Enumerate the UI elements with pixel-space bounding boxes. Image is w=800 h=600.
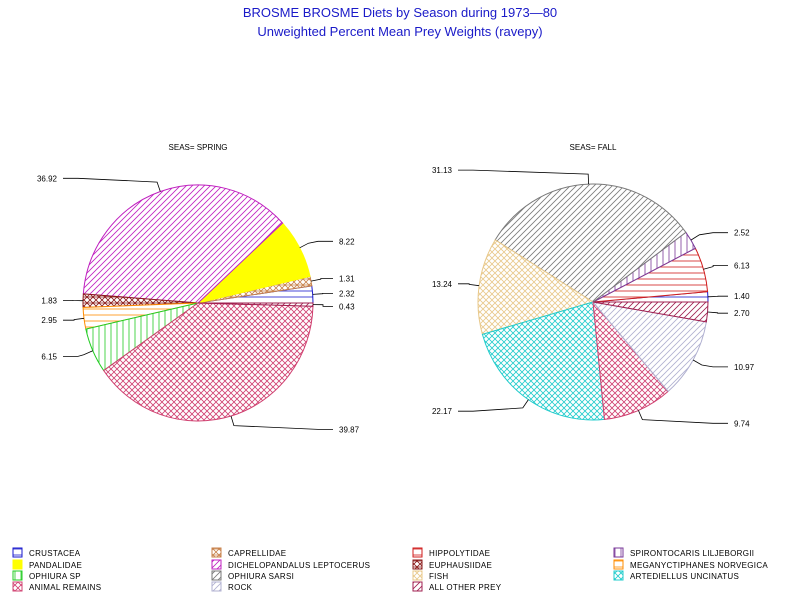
pie-slice-all-other-prey <box>197 302 314 307</box>
callout-line <box>310 278 333 282</box>
pie-slice-animal-remains <box>103 302 314 422</box>
chart-subtitle: Unweighted Percent Mean Prey Weights (ra… <box>257 24 542 39</box>
slice-value-label: 6.13 <box>734 261 750 270</box>
pie-panel-label: SEAS= SPRING <box>169 143 228 152</box>
legend-swatch <box>12 570 23 581</box>
legend-item-pandalidae: PANDALIDAE <box>12 559 82 570</box>
callout-line <box>707 311 728 314</box>
legend-label: OPHIURA SP <box>29 572 81 581</box>
legend-item-all-other-prey: ALL OTHER PREY <box>412 581 502 592</box>
chart-title: BROSME BROSME Diets by Season during 197… <box>243 5 557 20</box>
pie-panel-label: SEAS= FALL <box>570 143 617 152</box>
slice-value-label: 1.40 <box>734 292 750 301</box>
legend-item-caprellidae: CAPRELLIDAE <box>211 547 286 558</box>
legend-label: ANIMAL REMAINS <box>29 583 101 592</box>
callout-line <box>707 295 728 298</box>
legend-item-rock: ROCK <box>211 581 253 592</box>
legend-item-ophiura-sarsi: OPHIURA SARSI <box>211 570 294 581</box>
pie-slice-dichelopandalus <box>82 184 284 304</box>
legend-item-spirontocaris: SPIRONTOCARIS LILJEBORGII <box>613 547 754 558</box>
callout-line <box>230 415 333 430</box>
legend-item-animal-remains: ANIMAL REMAINS <box>12 581 101 592</box>
legend-swatch <box>613 547 624 558</box>
pie-slice-artediellus <box>481 301 606 421</box>
slice-value-label: 13.24 <box>432 280 453 289</box>
slice-value-label: 0.43 <box>339 302 355 311</box>
legend-label: PANDALIDAE <box>29 561 82 570</box>
slice-value-label: 36.92 <box>37 174 58 183</box>
legend-label: OPHIURA SARSI <box>228 572 294 581</box>
callout-line <box>458 169 589 185</box>
callout-line <box>299 240 333 249</box>
legend-label: CRUSTACEA <box>29 549 81 558</box>
slice-value-label: 1.83 <box>41 296 57 305</box>
legend-swatch <box>412 581 423 592</box>
legend-swatch <box>211 547 222 558</box>
callout-line <box>63 317 85 321</box>
slice-value-label: 2.95 <box>41 316 57 325</box>
slice-value-label: 10.97 <box>734 363 755 372</box>
legend-swatch <box>12 559 23 570</box>
legend-label: ALL OTHER PREY <box>429 583 502 592</box>
pie-slice-rock <box>591 301 707 393</box>
legend-swatch <box>412 547 423 558</box>
legend-item-dichelopandalus: DICHELOPANDALUS LEPTOCERUS <box>211 559 370 570</box>
legend-label: ARTEDIELLUS UNCINATUS <box>630 572 739 581</box>
slice-value-label: 8.22 <box>339 237 355 246</box>
callout-line <box>692 359 728 368</box>
callout-line <box>458 283 480 287</box>
callout-line <box>63 177 161 192</box>
slice-value-label: 9.74 <box>734 419 750 428</box>
legend-item-meganyctiphanes: MEGANYCTIPHANES NORVEGICA <box>613 559 768 570</box>
legend-swatch <box>613 570 624 581</box>
callout-line <box>63 350 93 357</box>
slice-value-label: 22.17 <box>432 407 453 416</box>
legend-swatch <box>211 581 222 592</box>
callout-line <box>690 232 728 241</box>
legend: CRUSTACEA CAPRELLIDAE HIPPOLYTIDAE SPIRONTO… <box>12 547 768 592</box>
callout-line <box>312 292 333 295</box>
pie-fall: SEAS= FALL 2.52 6.13 1.40 2.70 10.97 9.74 31.13… <box>432 143 755 428</box>
legend-label: CAPRELLIDAE <box>228 549 286 558</box>
legend-label: FISH <box>429 572 448 581</box>
legend-swatch <box>211 570 222 581</box>
pie-slice-fish <box>477 239 595 335</box>
slice-value-label: 2.70 <box>734 309 750 318</box>
legend-swatch <box>211 559 222 570</box>
slice-value-label: 6.15 <box>41 352 57 361</box>
callout-line <box>312 304 333 307</box>
callout-line <box>703 265 728 270</box>
slice-value-label: 2.32 <box>339 289 355 298</box>
legend-item-euphausiidae: EUPHAUSIIDAE <box>412 559 492 570</box>
legend-item-artediellus: ARTEDIELLUS UNCINATUS <box>613 570 739 581</box>
slice-value-label: 2.52 <box>734 229 750 238</box>
legend-swatch <box>12 581 23 592</box>
legend-item-crustacea: CRUSTACEA <box>12 547 81 558</box>
slice-value-label: 39.87 <box>339 425 360 434</box>
legend-item-ophiura-sp: OPHIURA SP <box>12 570 81 581</box>
legend-label: MEGANYCTIPHANES NORVEGICA <box>630 561 768 570</box>
legend-label: SPIRONTOCARIS LILJEBORGII <box>630 549 754 558</box>
slice-value-label: 1.31 <box>339 274 355 283</box>
legend-swatch <box>12 547 23 558</box>
legend-label: DICHELOPANDALUS LEPTOCERUS <box>228 561 370 570</box>
pie-spring: SEAS= SPRING 8.22 1.31 2.32 0.43 39.87 36.92 1.… <box>37 143 360 434</box>
legend-item-hippolytidae: HIPPOLYTIDAE <box>412 547 490 558</box>
pie-slice-all-other-prey <box>592 301 709 323</box>
slice-value-label: 31.13 <box>432 166 453 175</box>
legend-label: ROCK <box>228 583 253 592</box>
legend-label: EUPHAUSIIDAE <box>429 561 492 570</box>
callout-line <box>638 410 728 424</box>
callout-line <box>458 399 529 412</box>
legend-swatch <box>412 559 423 570</box>
legend-swatch <box>613 559 624 570</box>
pies-layer: SEAS= SPRING 8.22 1.31 2.32 0.43 39.87 36.92 1.… <box>37 143 755 434</box>
legend-label: HIPPOLYTIDAE <box>429 549 490 558</box>
legend-swatch <box>412 570 423 581</box>
legend-item-fish: FISH <box>412 570 448 581</box>
